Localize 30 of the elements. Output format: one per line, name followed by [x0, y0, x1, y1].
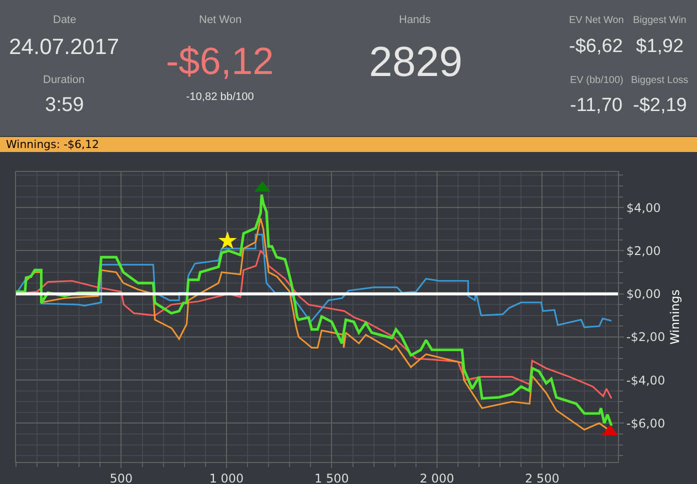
text: -10,82 bb/100	[186, 91, 254, 103]
text: Duration	[43, 74, 85, 86]
text: Biggest Win	[633, 15, 686, 26]
x-tick-label: 2 000	[420, 471, 454, 484]
text: -11,70	[570, 95, 622, 116]
text: 24.07.2017	[9, 34, 120, 59]
y-tick-label: -$4,00	[626, 373, 666, 388]
y-tick-label: $2,00	[626, 244, 661, 258]
y-tick-label: -$2,00	[626, 330, 666, 344]
x-tick-label: 1 500	[314, 471, 349, 484]
y-tick-label: $0,00	[626, 287, 661, 302]
text: -$6,62	[569, 36, 623, 57]
x-tick-label: 1 000	[209, 471, 244, 484]
x-tick-label: 500	[110, 471, 133, 484]
text: -$6,12	[166, 41, 274, 83]
x-tick-label: 2 500	[525, 471, 560, 484]
text: Net Won	[199, 14, 242, 26]
text: Hands	[399, 14, 432, 26]
y-tick-label: -$6,00	[626, 416, 666, 430]
text: EV Net Won	[569, 15, 624, 26]
text: 3:59	[45, 94, 84, 116]
text: 2829	[369, 38, 462, 85]
y-tick-label: $4,00	[626, 200, 661, 215]
text: $1,92	[636, 36, 684, 57]
y-axis-title: Winnings	[668, 290, 682, 344]
text: Biggest Loss	[631, 75, 688, 86]
text: -$2,19	[633, 95, 687, 116]
text: Date	[53, 14, 76, 26]
chart-title: Winnings: -$6,12	[6, 138, 100, 151]
text: EV (bb/100)	[570, 75, 624, 86]
